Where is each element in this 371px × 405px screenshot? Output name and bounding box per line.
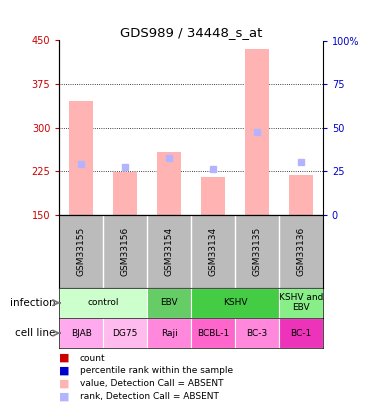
Text: BC-1: BC-1 xyxy=(290,328,311,338)
Text: percentile rank within the sample: percentile rank within the sample xyxy=(80,367,233,375)
Bar xyxy=(245,49,269,215)
Bar xyxy=(147,318,191,348)
Bar xyxy=(147,288,191,318)
Bar xyxy=(59,318,103,348)
Text: count: count xyxy=(80,354,105,362)
Text: Raji: Raji xyxy=(161,328,177,338)
Text: GSM33134: GSM33134 xyxy=(209,226,217,276)
Text: ■: ■ xyxy=(59,392,70,402)
Bar xyxy=(191,318,235,348)
Text: KSHV: KSHV xyxy=(223,298,247,307)
Text: GSM33135: GSM33135 xyxy=(252,226,262,276)
Text: rank, Detection Call = ABSENT: rank, Detection Call = ABSENT xyxy=(80,392,219,401)
Text: BC-3: BC-3 xyxy=(246,328,267,338)
Text: infection: infection xyxy=(10,298,56,308)
Text: EBV: EBV xyxy=(160,298,178,307)
Text: GSM33155: GSM33155 xyxy=(77,226,86,276)
Text: control: control xyxy=(88,298,119,307)
Bar xyxy=(235,318,279,348)
Text: ■: ■ xyxy=(59,353,70,363)
Bar xyxy=(201,177,225,215)
Text: ■: ■ xyxy=(59,379,70,389)
Text: DG75: DG75 xyxy=(112,328,138,338)
Bar xyxy=(59,288,147,318)
Bar xyxy=(279,318,323,348)
Text: KSHV and
EBV: KSHV and EBV xyxy=(279,293,323,312)
Text: cell line: cell line xyxy=(15,328,56,338)
Bar xyxy=(113,172,137,215)
Text: GSM33154: GSM33154 xyxy=(165,226,174,276)
Text: ■: ■ xyxy=(59,366,70,376)
Text: value, Detection Call = ABSENT: value, Detection Call = ABSENT xyxy=(80,379,223,388)
Text: GSM33136: GSM33136 xyxy=(296,226,305,276)
Text: BCBL-1: BCBL-1 xyxy=(197,328,229,338)
Bar xyxy=(279,288,323,318)
Text: GSM33156: GSM33156 xyxy=(121,226,130,276)
Bar xyxy=(103,318,147,348)
Title: GDS989 / 34448_s_at: GDS989 / 34448_s_at xyxy=(120,26,262,39)
Bar xyxy=(69,101,93,215)
Bar xyxy=(157,152,181,215)
Bar xyxy=(289,175,313,215)
Text: BJAB: BJAB xyxy=(71,328,92,338)
Bar xyxy=(191,288,279,318)
